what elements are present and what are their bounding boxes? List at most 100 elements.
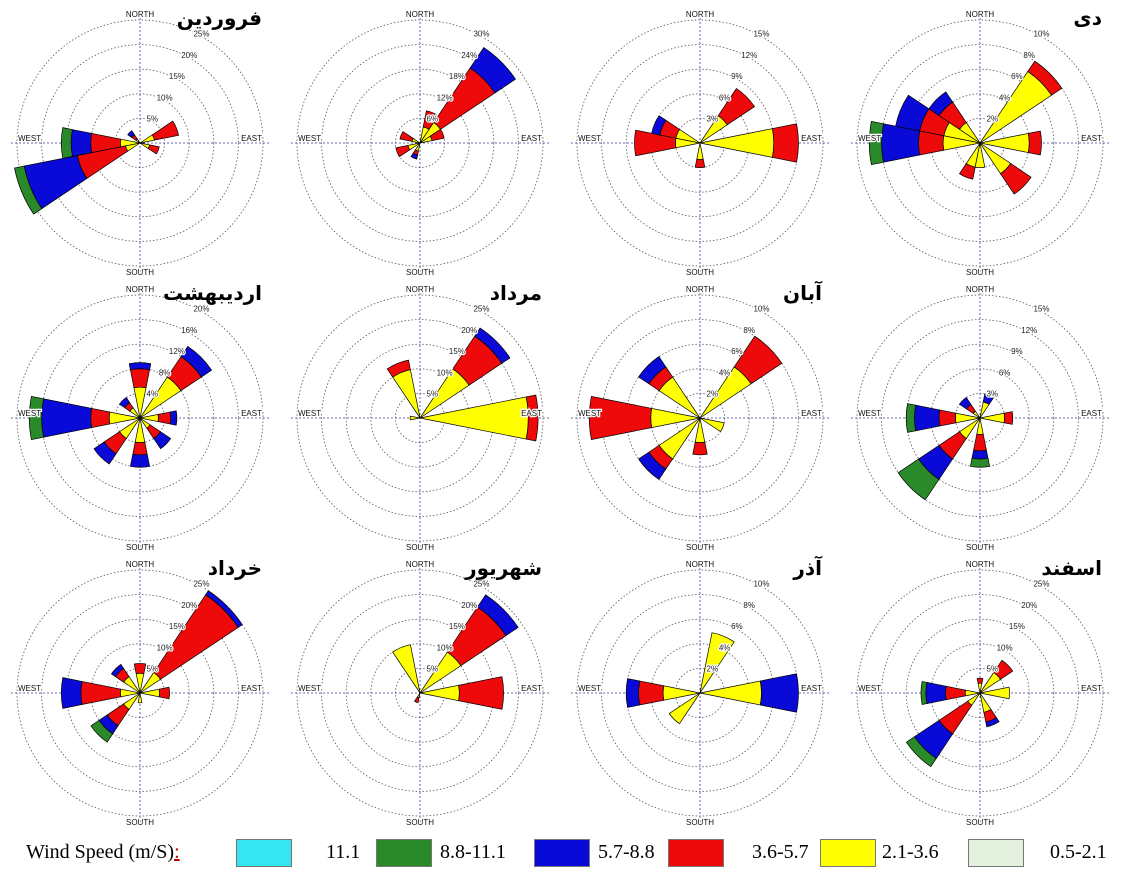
legend-swatch-8-8-11-1 xyxy=(376,839,432,867)
petal-band-red xyxy=(158,686,170,700)
petal-band-blue xyxy=(474,327,511,364)
ring-label: 5% xyxy=(147,115,159,124)
petal-band-red xyxy=(90,407,111,429)
wind-rose-panel: 2% 4% 6% 8% 10% NORTH SOUTH EAST WEST آذر xyxy=(560,550,840,825)
month-title: اسفند xyxy=(1041,556,1102,580)
petal-band-blue xyxy=(759,673,799,713)
compass-west-label: WEST xyxy=(18,409,41,418)
month-title: فروردین xyxy=(176,6,262,30)
petal-band-red xyxy=(976,677,984,684)
petal-band-blue xyxy=(410,152,419,160)
ring-label: 10% xyxy=(157,643,173,652)
ring-label: 8% xyxy=(743,601,755,610)
petal-band-red xyxy=(395,144,411,158)
petal-band-red xyxy=(1027,60,1063,96)
petal-band-yellow xyxy=(137,692,143,704)
petal-band-green xyxy=(14,165,43,215)
compass-west-label: WEST xyxy=(298,409,321,418)
petal-band-green xyxy=(90,719,114,743)
ring-label: 15% xyxy=(449,347,465,356)
petal-band-red xyxy=(938,409,957,427)
legend-title: Wind Speed (m/S): xyxy=(26,841,180,863)
wind-rose-panel: 4% 8% 12% 16% 20% NORTH SOUTH EAST WEST اردیبهشت xyxy=(0,275,280,550)
wind-rose-panel: 5% 10% 15% 20% 25% NORTH SOUTH EAST WEST اسفند xyxy=(840,550,1120,825)
petal-band-blue xyxy=(110,663,125,678)
compass-east-label: EAST xyxy=(801,409,822,418)
petal-band-yellow xyxy=(409,415,421,421)
ring-label: 10% xyxy=(437,643,453,652)
petal-band-blue xyxy=(169,410,178,426)
wind-rose-panel: 5% 10% 15% 20% 25% NORTH SOUTH EAST WEST خرداد xyxy=(0,550,280,825)
ring-label: 20% xyxy=(193,305,209,314)
compass-west-label: WEST xyxy=(858,134,881,143)
ring-label: 10% xyxy=(437,368,453,377)
ring-label: 6% xyxy=(999,368,1011,377)
petal-band-red xyxy=(129,368,151,389)
petal-band-blue xyxy=(128,362,152,371)
compass-east-label: EAST xyxy=(521,409,542,418)
compass-south-label: SOUTH xyxy=(406,818,434,825)
compass-west-label: WEST xyxy=(578,684,601,693)
petal-band-yellow xyxy=(392,644,421,694)
grid-ring xyxy=(321,594,519,792)
petal-band-red xyxy=(733,335,783,385)
petal-band-blue xyxy=(153,431,172,450)
grid-ring xyxy=(881,594,1079,792)
petal-band-blue xyxy=(971,449,989,460)
petal-band-blue xyxy=(119,397,131,409)
ring-label: 12% xyxy=(1021,326,1037,335)
ring-label: 25% xyxy=(473,580,489,589)
petal-band-red xyxy=(945,685,966,701)
ring-label: 9% xyxy=(1011,347,1023,356)
petal-band-red xyxy=(133,663,147,675)
grid-ring xyxy=(905,618,1055,768)
wind-rose-svg: 4% 8% 12% 16% 20% NORTH SOUTH EAST WEST xyxy=(11,284,269,550)
compass-east-label: EAST xyxy=(1081,684,1102,693)
compass-north-label: NORTH xyxy=(966,560,995,569)
compass-east-label: EAST xyxy=(521,134,542,143)
petal-band-red xyxy=(399,131,414,142)
petal-band-blue xyxy=(625,678,641,708)
legend-label-8-8-11-1: 8.8-11.1 xyxy=(440,841,506,863)
wind-rose-svg: 2% 4% 6% 8% 10% NORTH SOUTH EAST WEST xyxy=(571,284,829,550)
compass-north-label: NORTH xyxy=(406,560,435,569)
legend-label-3-6-5-7: 3.6-5.7 xyxy=(752,841,809,863)
ring-label: 5% xyxy=(427,665,439,674)
wind-rose-panel: 5% 10% 15% 20% 25% NORTH SOUTH EAST WEST مرداد xyxy=(280,275,560,550)
ring-label: 25% xyxy=(193,580,209,589)
ring-label: 10% xyxy=(157,93,173,102)
ring-label: 3% xyxy=(707,115,719,124)
grid-ring xyxy=(881,319,1079,517)
petal-band-red xyxy=(147,144,160,155)
petal-band-red xyxy=(525,394,539,442)
ring-label: 12% xyxy=(437,93,453,102)
ring-label: 5% xyxy=(987,665,999,674)
ring-label: 15% xyxy=(753,30,769,39)
petal-band-red xyxy=(692,441,708,456)
petal-band-yellow xyxy=(979,401,990,419)
compass-east-label: EAST xyxy=(1081,409,1102,418)
petal-band-blue xyxy=(180,345,213,378)
wind-rose-svg: 5% 10% 15% 20% 25% NORTH SOUTH EAST WEST xyxy=(291,284,549,550)
compass-south-label: SOUTH xyxy=(126,268,154,275)
ring-label: 20% xyxy=(181,601,197,610)
compass-east-label: EAST xyxy=(241,684,262,693)
compass-north-label: NORTH xyxy=(686,560,715,569)
ring-label: 10% xyxy=(1033,30,1049,39)
legend-label-over-11-1: 11.1 xyxy=(326,841,361,863)
ring-label: 2% xyxy=(707,390,719,399)
petal-band-blue xyxy=(928,91,954,117)
month-title: آبان xyxy=(783,281,822,305)
compass-west-label: WEST xyxy=(578,134,601,143)
ring-label: 2% xyxy=(707,665,719,674)
petal-band-red xyxy=(973,433,987,452)
ring-label: 20% xyxy=(461,601,477,610)
petal-band-yellow xyxy=(979,692,992,713)
wind-rose-svg: 5% 10% 15% 20% 25% NORTH SOUTH EAST WEST xyxy=(291,559,549,825)
ring-label: 15% xyxy=(169,72,185,81)
ring-label: 8% xyxy=(159,368,171,377)
compass-east-label: EAST xyxy=(1081,134,1102,143)
compass-south-label: SOUTH xyxy=(966,543,994,550)
petal-band-green xyxy=(897,458,940,501)
ring-label: 9% xyxy=(731,72,743,81)
